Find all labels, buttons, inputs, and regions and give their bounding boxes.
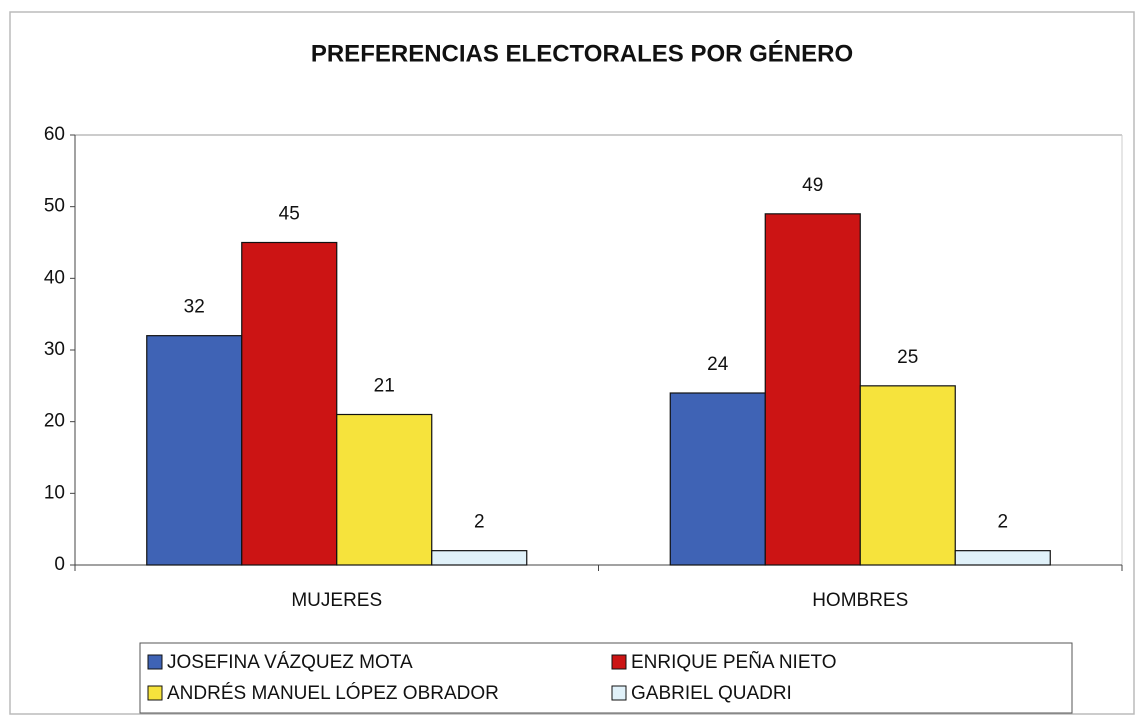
- data-label: 24: [707, 354, 729, 375]
- bar: [146, 335, 243, 566]
- legend-label: ANDRÉS MANUEL LÓPEZ OBRADOR: [167, 682, 499, 704]
- legend-label: GABRIEL QUADRI: [631, 683, 792, 704]
- y-tick-label: 60: [44, 124, 65, 145]
- chart-title: PREFERENCIAS ELECTORALES POR GÉNERO: [311, 39, 853, 67]
- bar: [669, 392, 766, 566]
- data-label: 2: [474, 512, 485, 533]
- data-label: 2: [997, 512, 1008, 533]
- x-tick-label: HOMBRES: [812, 590, 908, 611]
- y-tick-label: 10: [44, 482, 65, 503]
- y-tick-label: 40: [44, 267, 65, 288]
- bar: [954, 550, 1051, 566]
- legend-swatch: [147, 654, 163, 670]
- data-label: 21: [374, 376, 395, 397]
- bar: [764, 213, 861, 566]
- y-tick-label: 50: [44, 196, 65, 217]
- legend-box: [139, 642, 1073, 714]
- x-tick-label: MUJERES: [291, 590, 382, 611]
- bar: [859, 385, 956, 566]
- bar: [431, 550, 528, 566]
- y-tick-label: 0: [54, 554, 65, 575]
- data-label: 25: [897, 347, 918, 368]
- legend-swatch: [611, 685, 627, 701]
- bar: [336, 413, 433, 566]
- y-tick-label: 30: [44, 339, 65, 360]
- legend-swatch: [611, 654, 627, 670]
- y-tick-label: 20: [44, 411, 65, 432]
- legend-label: ENRIQUE PEÑA NIETO: [631, 651, 837, 673]
- data-label: 49: [802, 175, 823, 196]
- bar: [241, 241, 338, 566]
- data-label: 45: [279, 204, 300, 225]
- legend-swatch: [147, 685, 163, 701]
- data-label: 32: [184, 297, 205, 318]
- legend-label: JOSEFINA VÁZQUEZ MOTA: [167, 652, 413, 673]
